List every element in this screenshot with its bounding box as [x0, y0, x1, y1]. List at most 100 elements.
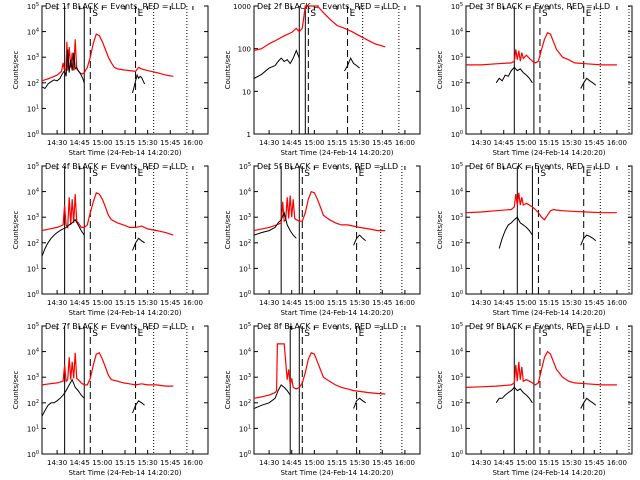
panel-title: Det 1f BLACK = Events, RED = LLD	[45, 2, 186, 11]
y-tick-label: 105	[451, 162, 463, 171]
events-series-line	[41, 378, 85, 417]
events-series-line	[495, 66, 533, 84]
y-tick-label: 100	[27, 450, 39, 459]
events-series-line	[498, 216, 533, 249]
y-tick-label: 102	[451, 79, 463, 88]
x-tick-label: 15:00	[516, 139, 536, 147]
events-series-line	[353, 397, 366, 409]
x-tick-label: 15:00	[92, 459, 112, 467]
marker-label-s: S	[542, 9, 548, 19]
marker-label-e: E	[359, 329, 365, 339]
y-tick-label: 103	[27, 213, 39, 222]
x-tick-label: 14:45	[282, 459, 302, 467]
y-tick-label: 101	[239, 264, 251, 273]
events-series-line	[132, 237, 145, 251]
events-series-line	[353, 234, 367, 246]
x-axis-label: Start Time (24-Feb-14 14:20:20)	[280, 149, 393, 157]
panel-det-1f: Det 1f BLACK = Events, RED = LLD 100 101 10…	[12, 0, 209, 157]
panel-det-4f: Det 4f BLACK = Events, RED = LLD 100 101 10…	[12, 160, 209, 317]
panel-det-2f: Det 2f BLACK = Events, RED = LLD 1 10 100 10…	[224, 0, 421, 157]
y-tick-label: 103	[27, 373, 39, 382]
y-tick-label: 1000	[233, 3, 251, 11]
y-axis-label: Counts/sec	[436, 371, 444, 410]
lld-series-line	[41, 33, 174, 82]
x-tick-label: 15:30	[138, 299, 158, 307]
lld-series-line	[41, 352, 174, 387]
title-background	[46, 0, 204, 10]
events-series-line	[253, 49, 300, 79]
y-tick-label: 103	[239, 213, 251, 222]
events-series-line	[132, 400, 145, 414]
plot-frame	[41, 165, 209, 295]
x-tick-label: 16:00	[607, 299, 627, 307]
events-series-line	[580, 397, 597, 409]
panel-det-9f: Det 9f BLACK = Events, RED = LLD10010110…	[436, 320, 633, 477]
x-tick-label: 14:45	[70, 299, 90, 307]
x-tick-label: 15:00	[516, 459, 536, 467]
y-tick-label: 100	[239, 450, 251, 459]
y-tick-label: 102	[27, 79, 39, 88]
panel-title: Det 4f BLACK = Events, RED = LLD	[45, 162, 186, 171]
y-tick-label: 101	[239, 424, 251, 433]
events-series-line	[132, 73, 146, 94]
y-tick-label: 100	[451, 450, 463, 459]
x-axis-label: Start Time (24-Feb-14 14:20:20)	[492, 149, 605, 157]
y-tick-label: 103	[451, 213, 463, 222]
y-tick-label: 102	[451, 399, 463, 408]
y-tick-label: 101	[451, 104, 463, 113]
x-tick-label: 15:15	[115, 459, 135, 467]
x-tick-label: 16:00	[183, 299, 203, 307]
y-tick-label: 101	[451, 424, 463, 433]
x-tick-label: 16:00	[395, 139, 415, 147]
x-tick-label: 15:45	[584, 139, 604, 147]
y-tick-label: 101	[451, 264, 463, 273]
x-tick-label: 15:30	[562, 139, 582, 147]
y-tick-label: 104	[451, 188, 463, 197]
lld-series-line	[466, 32, 617, 66]
x-tick-label: 14:30	[259, 459, 279, 467]
x-tick-label: 14:45	[282, 299, 302, 307]
panel-title: Det 7f BLACK = Events, RED = LLD	[45, 322, 186, 331]
y-tick-label: 101	[27, 424, 39, 433]
y-axis-label: Counts/sec	[436, 51, 444, 90]
panel-title: Det 8f BLACK = Events, RED = LLD	[257, 322, 398, 331]
x-tick-label: 15:00	[304, 299, 324, 307]
marker-label-e: E	[138, 329, 144, 339]
y-tick-label: 100	[239, 290, 251, 299]
y-tick-label: 103	[239, 373, 251, 382]
x-tick-label: 15:15	[115, 299, 135, 307]
marker-label-e: E	[586, 169, 592, 179]
x-tick-label: 15:15	[327, 459, 347, 467]
events-series-line	[253, 384, 291, 409]
y-tick-label: 105	[27, 162, 39, 171]
y-tick-label: 101	[27, 264, 39, 273]
panel-det-6f: Det 6f BLACK = Events, RED = LLD 100 101 10…	[436, 160, 633, 317]
x-tick-label: 15:30	[350, 459, 370, 467]
x-tick-label: 15:00	[92, 139, 112, 147]
x-tick-label: 15:30	[350, 299, 370, 307]
y-axis-label: Counts/sec	[12, 371, 20, 410]
y-tick-label: 105	[239, 162, 251, 171]
y-tick-label: 100	[451, 130, 463, 139]
lld-series-line	[253, 5, 386, 52]
lld-series-line	[465, 192, 617, 221]
y-axis-label: Counts/sec	[12, 51, 20, 90]
y-tick-label: 103	[451, 373, 463, 382]
y-tick-label: 104	[27, 28, 39, 37]
y-tick-label: 105	[27, 2, 39, 11]
x-tick-label: 15:00	[304, 459, 324, 467]
title-background	[258, 160, 416, 170]
panel-title: Det 6f BLACK = Events, RED = LLD	[469, 162, 610, 171]
x-tick-label: 15:00	[304, 139, 324, 147]
plot-frame	[465, 325, 633, 455]
events-series-line	[41, 49, 85, 90]
x-tick-label: 16:00	[395, 459, 415, 467]
y-axis-label: Counts/sec	[224, 371, 232, 410]
x-tick-label: 14:30	[471, 139, 491, 147]
x-tick-label: 15:15	[327, 139, 347, 147]
y-tick-label: 10	[242, 88, 251, 96]
lld-series-line	[253, 343, 386, 399]
x-tick-label: 15:30	[138, 139, 158, 147]
x-tick-label: 15:30	[350, 139, 370, 147]
